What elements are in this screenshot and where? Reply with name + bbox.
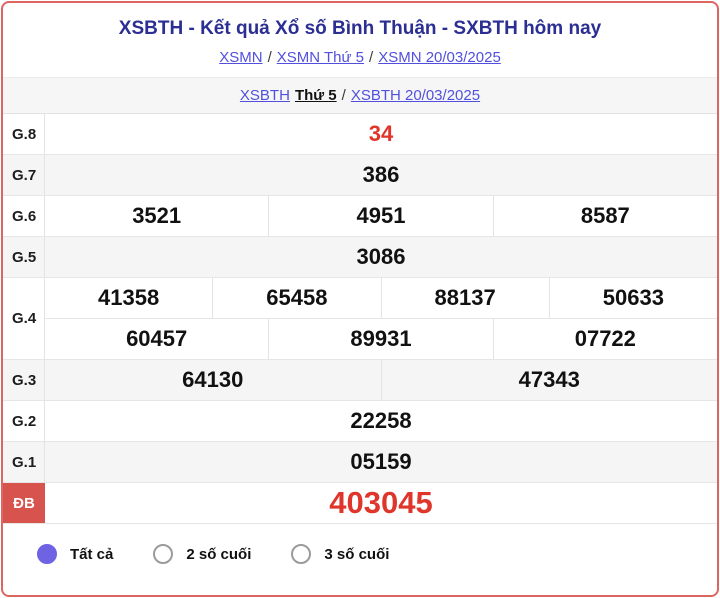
prize-value-db: 403045 [329,485,433,520]
breadcrumb-xsmn: XSMN / XSMN Thứ 5/XSMN 20/03/2025 [3,48,717,67]
breadcrumb-separator: / [341,87,346,104]
page-title: XSBTH - Kết quả Xổ số Bình Thuận - SXBTH… [118,18,602,39]
table-row-g5: G.5 3086 [3,237,717,278]
prize-value-g1: 05159 [350,449,412,474]
table-row-g1: G.1 05159 [3,442,717,483]
breadcrumb-link-xsmn[interactable]: XSMN [219,49,263,66]
breadcrumb-link-xsbth[interactable]: XSBTH [239,87,290,104]
breadcrumb-link-xsmn-date[interactable]: XSMN 20/03/2025 [378,49,501,66]
prize-value-g3: 64130 [182,367,244,392]
prize-label-db: ĐB [3,483,45,523]
filter-all-label: Tất cả [70,545,114,563]
table-row-g6: G.6 3521 4951 8587 [3,196,717,237]
breadcrumb-day-label: Thứ 5 [294,87,337,104]
prize-value-g2: 22258 [350,408,412,433]
radio-icon [37,544,57,564]
prize-label-g4: G.4 [3,278,45,359]
prize-value-g4: 50633 [548,278,717,318]
prize-value-g6: 4951 [268,196,492,236]
breadcrumb-link-xsmn-thu5[interactable]: XSMN Thứ 5 [276,49,365,66]
prize-label-g3: G.3 [3,360,45,400]
prize-value-g8: 34 [368,121,394,146]
table-row-g2: G.2 22258 [3,401,717,442]
filter-all[interactable]: Tất cả [37,544,113,564]
filter-last-2-digits-label: 2 số cuối [186,545,252,563]
prize-value-g6: 8587 [492,196,717,236]
breadcrumb-separator: / [267,49,272,66]
table-row-g7: G.7 386 [3,155,717,196]
radio-icon [153,544,174,564]
prize-label-g8: G.8 [3,114,45,154]
prize-value-g4: 07722 [492,319,717,359]
radio-icon [291,544,312,564]
filter-options: Tất cả 2 số cuối 3 số cuối [3,524,717,584]
filter-last-3-digits[interactable]: 3 số cuối [291,544,389,564]
table-row-g4: G.4 41358 65458 88137 50633 60457 89931 … [3,278,717,360]
prize-value-g7: 386 [362,162,400,187]
prize-value-g3: 47343 [380,360,718,400]
prize-value-g4: 60457 [126,326,188,351]
prize-value-g4: 41358 [98,285,160,310]
prize-label-g7: G.7 [3,155,45,195]
table-row-g8: G.8 34 [3,114,717,155]
prize-value-g4: 88137 [380,278,549,318]
table-row-db: ĐB 403045 [3,483,717,524]
prize-label-g5: G.5 [3,237,45,277]
prize-label-g2: G.2 [3,401,45,441]
prize-value-g5: 3086 [356,244,406,269]
breadcrumb-separator: / [369,49,374,66]
prize-value-g6: 3521 [132,203,182,228]
prize-value-g4: 65458 [212,278,380,318]
filter-last-3-digits-label: 3 số cuối [324,545,390,563]
prize-label-g1: G.1 [3,442,45,482]
breadcrumb-xsbth: XSBTH Thứ 5/XSBTH 20/03/2025 [3,77,717,113]
prize-value-g4: 89931 [268,319,492,359]
prize-label-g6: G.6 [3,196,45,236]
table-row-g3: G.3 64130 47343 [3,360,717,401]
breadcrumb-link-xsbth-date[interactable]: XSBTH 20/03/2025 [350,87,481,104]
results-table: G.8 34 G.7 386 G.6 3521 4951 8587 G.5 30… [3,113,717,524]
filter-last-2-digits[interactable]: 2 số cuối [153,544,251,564]
